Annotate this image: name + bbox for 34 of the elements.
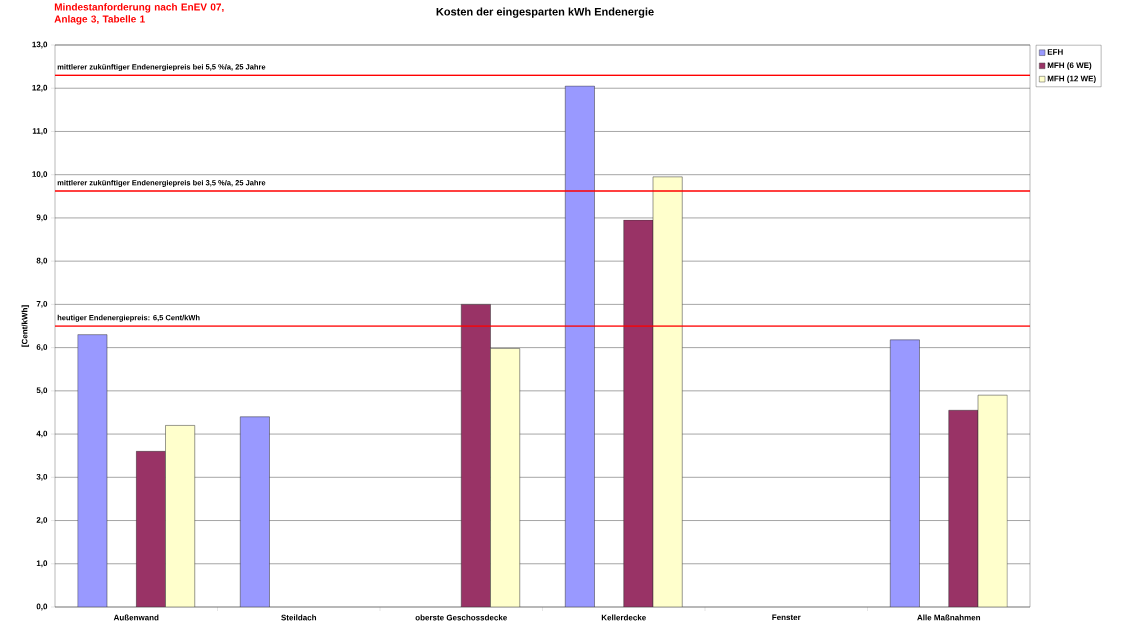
y-tick-label: 9,0 <box>36 214 48 222</box>
y-tick-label: 8,0 <box>36 257 48 265</box>
bar <box>977 394 1008 607</box>
x-tick-label: Außenwand <box>113 614 159 621</box>
x-tick-label: Fenster <box>772 614 801 621</box>
bar <box>490 348 521 607</box>
bar <box>565 85 595 607</box>
y-tick-label: 2,0 <box>36 517 48 524</box>
y-tick-label: 11,0 <box>32 128 48 135</box>
y-tick-label: 4,0 <box>36 430 48 438</box>
y-tick-label: 10,0 <box>32 171 48 179</box>
y-tick-label: 1,0 <box>36 560 48 568</box>
bar <box>165 425 195 607</box>
y-tick-label: 13,0 <box>32 41 48 49</box>
y-tick-label: 3,0 <box>36 473 48 481</box>
y-axis-title: [Cent/kWh] <box>21 305 30 347</box>
legend-label: MFH (12 WE) <box>1047 75 1096 83</box>
y-tick-label: 5,0 <box>36 387 48 395</box>
text: Mindestanforderung nach EnEV 07, Anlage 3, Tabelle 1 <box>54 3 224 25</box>
y-tick-label: 6,0 <box>36 344 48 352</box>
x-tick-label: oberste Geschossdecke <box>415 614 507 621</box>
y-tick-label: 0,0 <box>36 603 48 611</box>
legend-label: EFH <box>1047 49 1063 55</box>
bar <box>890 339 920 607</box>
x-tick-label: Steildach <box>281 614 317 621</box>
chart-title: Kosten der eingesparten kWh Endenergie <box>436 7 654 18</box>
y-tick-label: 12,0 <box>32 84 48 92</box>
x-tick-label: Kellerdecke <box>601 614 646 621</box>
bar <box>77 334 108 607</box>
y-tick-label: 7,0 <box>36 300 48 308</box>
legend-label: MFH (6 WE) <box>1047 62 1092 70</box>
x-tick-label: Alle Maßnahmen <box>917 614 981 621</box>
bar <box>240 416 270 607</box>
bar <box>652 176 683 607</box>
